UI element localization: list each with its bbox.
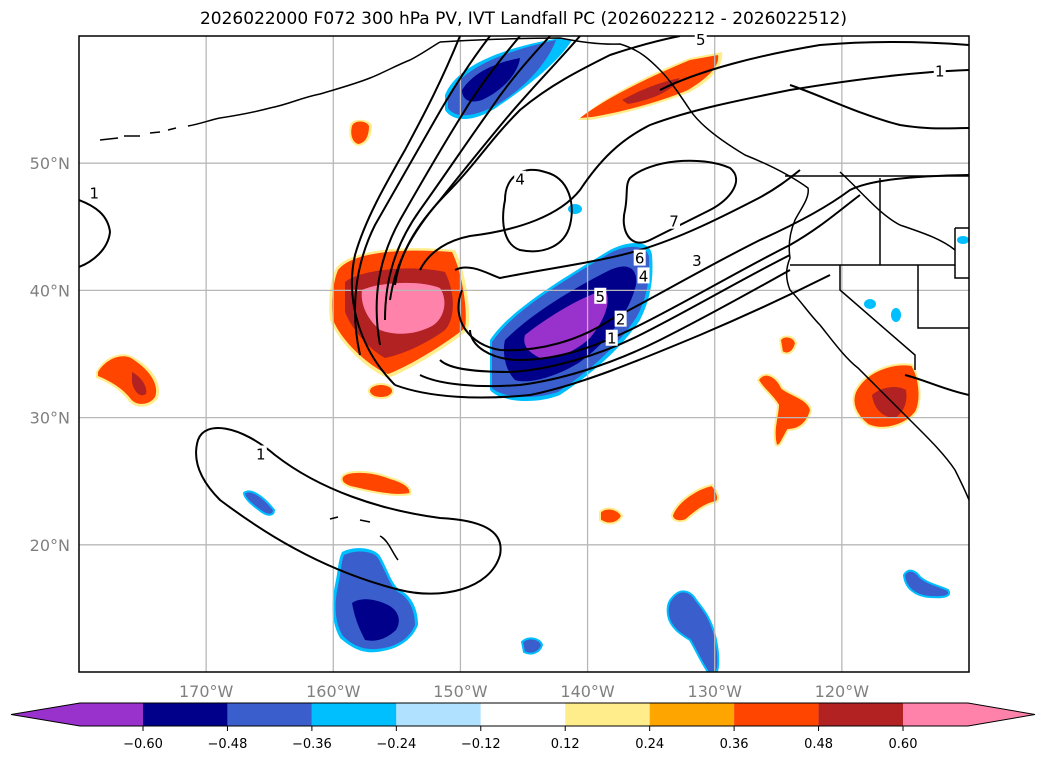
contour-label: 4 (515, 171, 525, 189)
colorbar-segment (734, 703, 819, 726)
longitude-tick-labels: 170°W 160°W 150°W 140°W 130°W 120°W (179, 682, 869, 701)
lon-tick-label: 170°W (179, 682, 234, 701)
positive-anomaly-small-4 (340, 470, 412, 496)
gridlines (79, 36, 969, 672)
colorbar-extend-low (11, 703, 80, 726)
contour-label-bg (694, 30, 707, 47)
contour-label-bg (254, 445, 267, 462)
contour-label: 5 (696, 31, 706, 49)
positive-anomaly-small-3 (368, 383, 394, 399)
contour-label-bg (605, 329, 618, 346)
lon-tick-label: 160°W (306, 682, 361, 701)
colorbar-segment (227, 703, 312, 726)
negative-anomaly-small (568, 204, 582, 214)
map-frame (78, 35, 970, 673)
colorbar-segment (649, 703, 735, 726)
positive-anomaly-alaska (578, 52, 723, 120)
colorbar-segment (480, 703, 566, 726)
positive-anomaly-central-pacific (329, 248, 470, 378)
positive-anomaly-small-6 (670, 483, 720, 523)
colorbar-segment (818, 703, 903, 726)
colorbar-tick-label: 0.60 (889, 737, 918, 752)
colorbar-extend-high (968, 703, 1035, 726)
colorbar-segment (565, 703, 650, 726)
contour-label: 1 (89, 185, 99, 203)
shaded-field (96, 38, 969, 672)
negative-anomaly-east-pacific (490, 243, 653, 402)
colorbar-segment (80, 703, 143, 726)
contour-label: 5 (596, 288, 606, 306)
contour-label-bg (514, 170, 527, 187)
contour-label-bg (88, 184, 101, 201)
colorbar-tick-label: 0.48 (804, 737, 833, 752)
contour-label-bg (690, 252, 703, 269)
lat-tick-label: 30°N (30, 409, 70, 428)
contour-label: 6 (635, 250, 645, 268)
colorbar-segment (903, 703, 968, 726)
positive-anomaly-small-7 (778, 335, 798, 355)
contour-label-bg (594, 287, 607, 304)
colorbar-outline (10, 702, 1036, 727)
colorbar-tick-label: −0.12 (461, 737, 501, 752)
colorbar-tick-label: 0.36 (720, 737, 749, 752)
contour-label-bg (933, 62, 946, 79)
colorbar-tick-label: −0.48 (208, 737, 248, 752)
negative-anomaly-small-3 (520, 637, 544, 655)
contour-label: 1 (256, 445, 266, 463)
colorbar-tick-label: −0.24 (376, 737, 416, 752)
contour-label-bg (637, 267, 650, 284)
colorbar-tick-label: −0.60 (123, 737, 163, 752)
colorbar-tick-label: −0.36 (292, 737, 332, 752)
negative-anomaly-southeast (902, 569, 950, 599)
contour-lines (79, 36, 969, 595)
colorbar: −0.60 −0.48 −0.36 −0.24 −0.12 0.12 0.24 0.36 0.4… (10, 702, 1036, 752)
positive-anomaly-small-5 (599, 507, 624, 525)
contour-label: 2 (616, 311, 626, 329)
lat-tick-label: 20°N (30, 536, 70, 555)
contour-label-bg (633, 249, 646, 266)
colorbar-segment (143, 703, 228, 726)
colorbar-segment (311, 703, 397, 726)
contour-label: 7 (669, 213, 679, 231)
lon-tick-label: 140°W (560, 682, 615, 701)
colorbar-tick-label: 0.12 (551, 737, 580, 752)
plot-title: 2026022000 F072 300 hPa PV, IVT Landfall… (199, 9, 847, 29)
negative-anomaly-small-2 (242, 490, 276, 516)
contour-label: 3 (692, 252, 702, 270)
contour-label: 4 (639, 267, 649, 285)
lon-tick-label: 120°W (815, 682, 870, 701)
contour-label-bg (668, 212, 681, 229)
lat-tick-label: 50°N (30, 154, 70, 173)
contour-label-bg (614, 310, 627, 327)
lon-tick-label: 130°W (688, 682, 743, 701)
latitude-tick-labels: 50°N 40°N 30°N 20°N (30, 154, 70, 555)
coastlines (99, 37, 969, 561)
contour-label: 1 (607, 330, 617, 348)
lat-tick-label: 40°N (30, 281, 70, 300)
negative-anomaly-south (666, 590, 720, 672)
negative-anomaly-hawaii (332, 548, 418, 653)
colorbar-segment (396, 703, 481, 726)
positive-anomaly-small-8 (756, 373, 813, 447)
contour-label: 1 (935, 63, 945, 81)
lon-tick-label: 150°W (433, 682, 488, 701)
colorbar-tick-label: 0.24 (635, 737, 664, 752)
